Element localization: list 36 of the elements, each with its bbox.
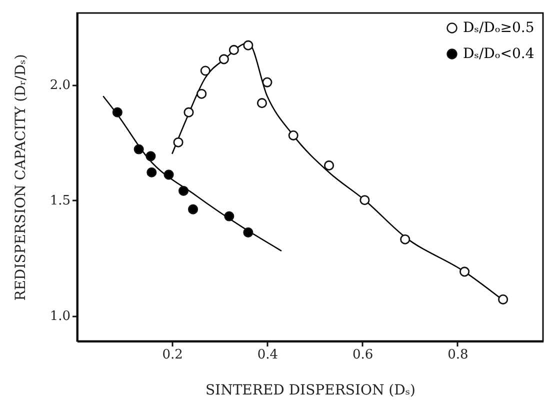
point [243, 40, 254, 50]
point [112, 107, 122, 118]
x-tick-label: 0.4 [257, 348, 278, 362]
point [460, 266, 470, 277]
point [134, 144, 144, 154]
x-tick-label: 0.6 [352, 348, 374, 362]
point [498, 294, 508, 304]
point [184, 107, 194, 118]
point [324, 160, 334, 170]
point [200, 66, 210, 76]
point [178, 186, 189, 196]
point [228, 44, 239, 55]
x-axis-title: SINTERED DISPERSION (Dₛ) [205, 382, 416, 398]
y-tick-label: 1.0 [50, 309, 70, 324]
point [243, 227, 254, 238]
point [360, 195, 370, 206]
point [288, 130, 298, 140]
point [256, 98, 268, 108]
y-tick-label: 1.5 [50, 194, 70, 209]
x-tick-label: 0.2 [162, 348, 183, 362]
point [196, 88, 207, 99]
point [400, 234, 410, 244]
y-tick-label: 2.0 [50, 78, 70, 94]
point [146, 167, 157, 178]
point [262, 77, 272, 88]
legend-label: Dₛ/Dₒ≥0.5 [463, 20, 534, 36]
line-series [102, 96, 282, 252]
point [224, 211, 234, 222]
point [146, 151, 156, 162]
point [173, 137, 184, 148]
point [188, 204, 198, 214]
point [164, 170, 174, 180]
y-axis-title: REDISPERSION CAPACITY (Dᵣ/Dₛ) [12, 54, 29, 301]
legend-label: Dₛ/Dₒ<0.4 [463, 46, 534, 62]
point [218, 54, 229, 64]
x-tick-label: 0.8 [448, 348, 468, 362]
